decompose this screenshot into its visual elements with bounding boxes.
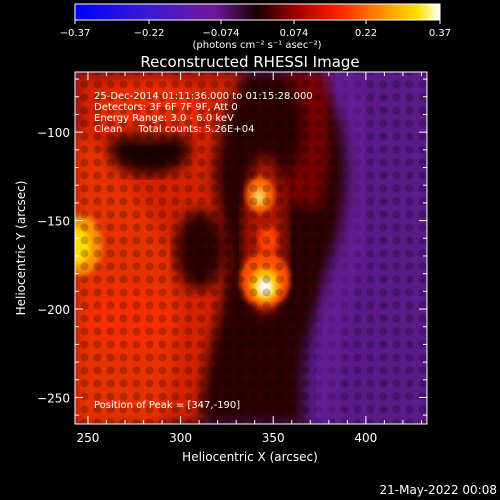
colorbar-tick-label: 0.22 bbox=[355, 28, 377, 39]
y-axis-ticks: −100 −150 −200 −250 bbox=[37, 78, 427, 416]
peak-position-label: Position of Peak = [347,-190] bbox=[94, 400, 240, 411]
colorbar-tick-label: 0.37 bbox=[429, 28, 451, 39]
annotation-detectors: Detectors: 3F 6F 7F 9F, Att 0 bbox=[94, 102, 238, 113]
plot-frame bbox=[74, 71, 428, 425]
colorbar bbox=[74, 3, 441, 21]
y-tick-label: −100 bbox=[37, 126, 70, 140]
annotation-clean-counts: Clean Total counts: 5.26E+04 bbox=[94, 124, 254, 135]
x-tick-label: 400 bbox=[354, 431, 377, 445]
y-axis-label: Heliocentric Y (arcsec) bbox=[14, 181, 28, 316]
y-tick-label: −200 bbox=[37, 303, 70, 317]
x-axis-ticks: 250 300 350 400 bbox=[77, 72, 422, 445]
colorbar-tick-label: −0.074 bbox=[202, 28, 239, 39]
x-tick-label: 350 bbox=[262, 431, 285, 445]
annotation-energy: Energy Range: 3.0 - 6.0 keV bbox=[94, 113, 234, 124]
colorbar-tick-label: −0.22 bbox=[134, 28, 165, 39]
x-tick-label: 300 bbox=[169, 431, 192, 445]
colorbar-tick-label: −0.37 bbox=[60, 28, 91, 39]
annotation-block: 25-Dec-2014 01:11:36.000 to 01:15:28.000… bbox=[94, 91, 313, 135]
footer-timestamp: 21-May-2022 00:08 bbox=[380, 483, 497, 497]
x-axis-label: Heliocentric X (arcsec) bbox=[182, 450, 318, 464]
colorbar-ticks: −0.37 −0.22 −0.074 0.074 0.22 0.37 bbox=[60, 20, 451, 39]
colorbar-units: (photons cm⁻² s⁻¹ asec⁻²) bbox=[192, 40, 321, 51]
heatmap-image bbox=[75, 72, 427, 424]
annotation-time-range: 25-Dec-2014 01:11:36.000 to 01:15:28.000 bbox=[94, 91, 313, 102]
y-tick-label: −250 bbox=[37, 391, 70, 405]
y-tick-label: −150 bbox=[37, 215, 70, 229]
chart-title: Reconstructed RHESSI Image bbox=[140, 53, 359, 71]
x-tick-label: 250 bbox=[77, 431, 100, 445]
colorbar-tick-label: 0.074 bbox=[280, 28, 309, 39]
